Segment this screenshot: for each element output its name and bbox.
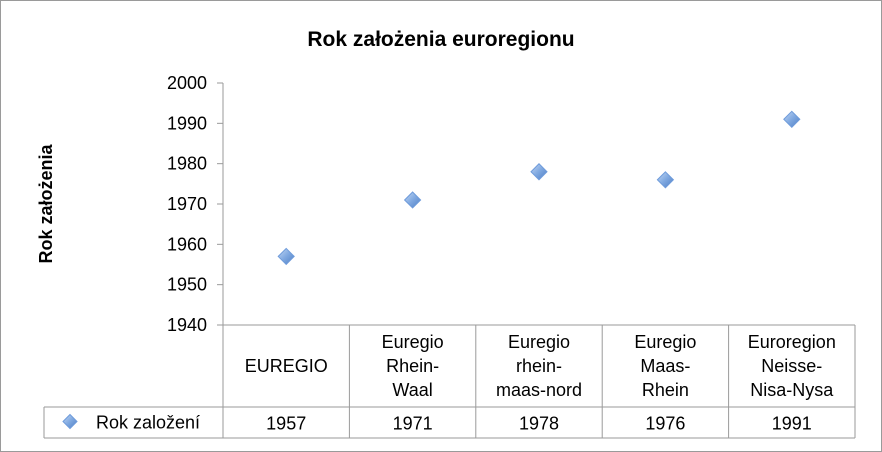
chart-title: Rok założenia euroregionu [307, 28, 574, 51]
y-tick-label: 1970 [167, 194, 207, 214]
category-label: Euregio [634, 332, 696, 352]
data-table-value: 1991 [772, 414, 812, 434]
legend-data-row: Rok založení 1957 1971 1978 1976 1991 [43, 406, 855, 439]
category-label: maas-nord [496, 380, 582, 400]
data-table-value: 1976 [645, 414, 685, 434]
category-label: Euroregion [748, 332, 836, 352]
data-markers [277, 110, 801, 266]
category-label: Rhein [642, 380, 689, 400]
category-table: EUREGIO Euregio Rhein- Waal Euregio rhein-maa… [223, 324, 856, 438]
y-tick-label: 1940 [167, 315, 207, 335]
data-point [530, 163, 548, 181]
legend-series-name: Rok založení [96, 413, 200, 433]
category-label: rhein- [516, 356, 562, 376]
category-label: Maas- [640, 356, 690, 376]
category-label: Euregio [382, 332, 444, 352]
category-label: Euregio [508, 332, 570, 352]
category-label: Rhein- [386, 356, 439, 376]
y-axis-ticks: 1940 1950 1960 1970 1980 1990 2000 [167, 73, 223, 335]
category-label: Neisse- [761, 356, 822, 376]
category-label: Nisa-Nysa [750, 380, 834, 400]
data-point [783, 110, 801, 129]
data-point [656, 171, 675, 189]
data-table-value: 1978 [519, 414, 559, 434]
data-point [277, 247, 295, 266]
data-table-value: 1957 [266, 414, 306, 434]
category-label: Waal [392, 380, 432, 400]
data-table-value: 1971 [393, 414, 433, 434]
y-tick-label: 1960 [167, 234, 207, 254]
data-point [403, 191, 422, 209]
y-tick-label: 1980 [167, 154, 207, 174]
legend-marker-icon [62, 413, 78, 430]
y-tick-label: 2000 [167, 73, 207, 93]
category-label: EUREGIO [245, 356, 328, 376]
y-tick-label: 1950 [167, 275, 207, 295]
y-axis-label: Rok założenia [36, 143, 56, 263]
y-tick-label: 1990 [167, 113, 207, 133]
